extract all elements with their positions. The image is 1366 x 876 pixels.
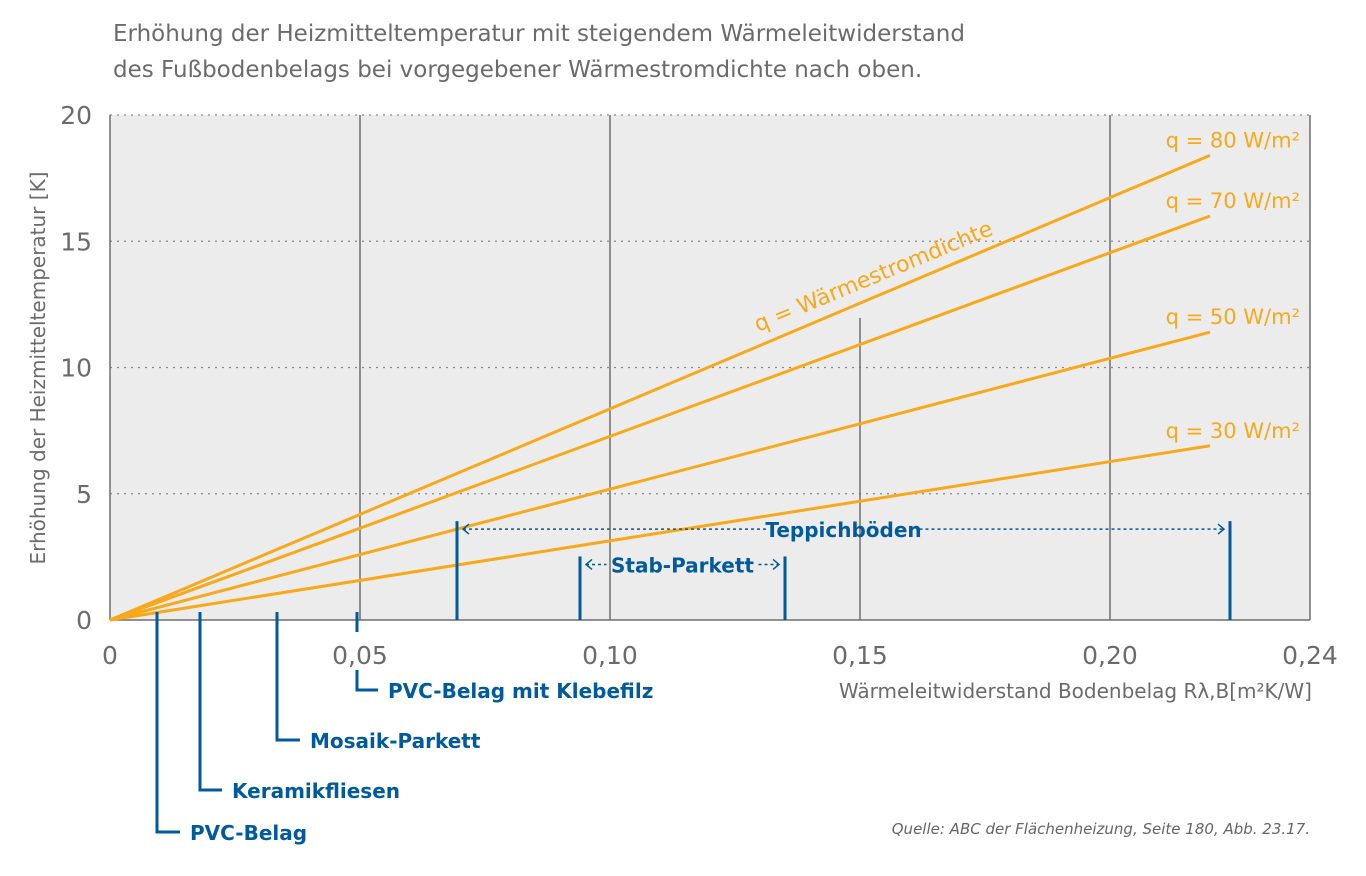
series-line	[109, 330, 1211, 622]
y-tick-label: 5	[76, 480, 92, 509]
arrowhead-right-icon	[1217, 523, 1226, 535]
arrowhead-right-icon	[772, 558, 781, 571]
chart-title: Erhöhung der Heizmitteltemperatur mit st…	[113, 16, 965, 88]
x-tick-label: 0,24	[1282, 641, 1338, 670]
series-line	[109, 214, 1211, 622]
x-tick-label: 0,20	[1082, 641, 1138, 670]
arrowhead-left-icon	[584, 558, 593, 571]
x-axis-label: Wärmeleitwiderstand Bodenbelag Rλ,B[m²K/…	[839, 679, 1312, 703]
y-tick-label: 0	[76, 606, 92, 635]
y-axis-label: Erhöhung der Heizmitteltemperatur [K]	[26, 172, 50, 565]
marker-label: PVC-Belag	[190, 821, 307, 845]
x-tick-label: 0	[102, 641, 118, 670]
x-tick-label: 0,10	[582, 641, 638, 670]
range-label: Teppichböden	[765, 518, 921, 542]
series-label: q = 50 W/m²	[1166, 305, 1300, 329]
source-note: Quelle: ABC der Flächenheizung, Seite 18…	[891, 820, 1310, 838]
marker-label: PVC-Belag mit Klebefilz	[388, 679, 653, 703]
y-tick-label: 20	[60, 101, 92, 130]
arrowhead-left-icon	[461, 523, 470, 535]
series-label: q = 30 W/m²	[1166, 419, 1300, 443]
y-tick-label: 10	[60, 354, 92, 383]
range-label: Stab-Parkett	[611, 553, 754, 577]
series-label: q = 80 W/m²	[1166, 128, 1300, 152]
marker-label: Keramikfliesen	[232, 779, 400, 803]
y-tick-label: 15	[60, 227, 92, 256]
series-label: q = 70 W/m²	[1166, 189, 1300, 213]
x-tick-label: 0,15	[832, 641, 888, 670]
x-tick-label: 0,05	[332, 641, 388, 670]
series-line	[109, 154, 1211, 622]
title-line-1: Erhöhung der Heizmitteltemperatur mit st…	[113, 21, 965, 47]
series-line	[109, 444, 1211, 622]
marker-label: Mosaik-Parkett	[310, 729, 481, 753]
title-line-2: des Fußbodenbelags bei vorgegebener Wärm…	[113, 57, 923, 83]
